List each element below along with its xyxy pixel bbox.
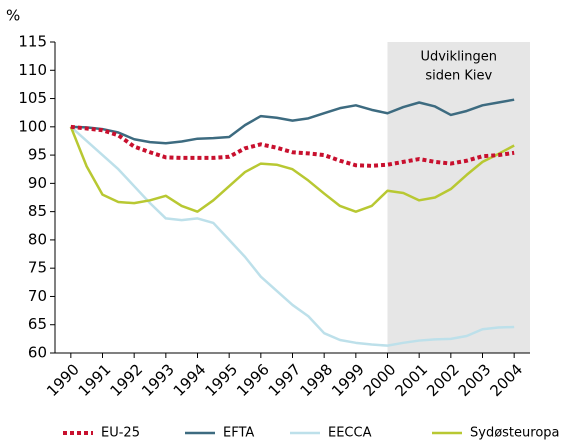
y-tick-label: 100 <box>18 117 47 135</box>
series-line <box>69 126 515 213</box>
shaded-region <box>387 42 530 353</box>
x-tick-label: 1990 <box>43 360 83 400</box>
x-tick-label: 2001 <box>391 360 431 400</box>
y-tick-label: 105 <box>18 89 47 107</box>
y-tick-label: 70 <box>28 287 47 305</box>
y-tick-label: 75 <box>28 259 47 277</box>
x-tick-label: 1999 <box>328 360 368 400</box>
y-tick-label: 60 <box>28 344 47 362</box>
x-tick-label: 1993 <box>138 360 178 400</box>
legend-label: EECCA <box>328 426 372 441</box>
legend-label: EFTA <box>223 426 254 441</box>
x-tick-label: 1992 <box>106 360 146 400</box>
legend-label: Sydøsteuropa <box>470 426 560 441</box>
annotation: siden Kiev <box>425 69 492 84</box>
x-tick-label: 2000 <box>360 360 400 400</box>
series-line <box>70 98 515 145</box>
series-line <box>70 124 515 168</box>
x-tick-label: 1997 <box>265 360 305 400</box>
y-unit-label: % <box>6 7 20 25</box>
x-tick-label: 2003 <box>455 360 495 400</box>
x-tick-label: 1998 <box>296 360 336 400</box>
y-tick-label: 110 <box>18 61 47 79</box>
x-tick-label: 1991 <box>75 360 115 400</box>
y-tick-label: 90 <box>28 174 47 192</box>
y-tick-label: 85 <box>28 202 47 220</box>
x-tick-label: 2004 <box>486 360 526 400</box>
x-tick-label: 1995 <box>201 360 241 400</box>
x-tick-label: 2002 <box>423 360 463 400</box>
y-tick-label: 80 <box>28 230 47 248</box>
annotation: Udviklingen <box>420 50 497 65</box>
x-tick-label: 1994 <box>170 360 210 400</box>
y-tick-label: 95 <box>28 146 47 164</box>
y-tick-label: 65 <box>28 315 47 333</box>
x-tick-label: 1996 <box>233 360 273 400</box>
legend-label: EU-25 <box>101 426 140 441</box>
series-line <box>70 125 515 347</box>
y-tick-label: 115 <box>18 33 47 51</box>
